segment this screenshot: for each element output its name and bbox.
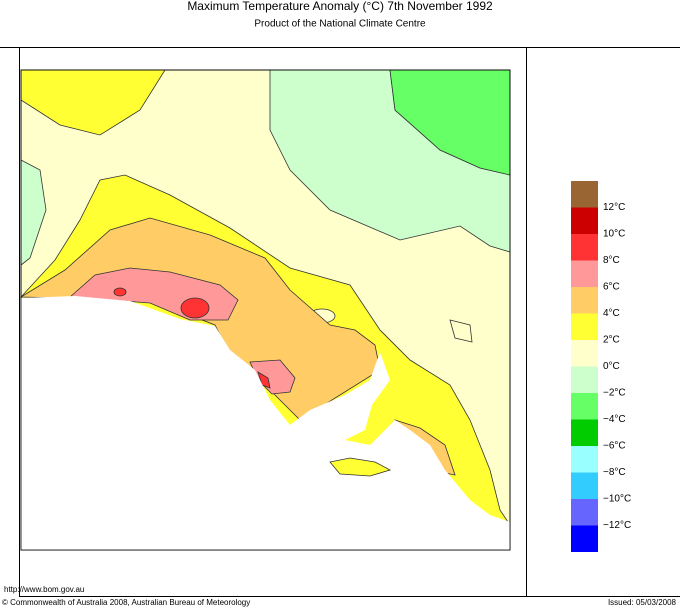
legend-swatch: [571, 446, 598, 473]
legend-label: −10°C: [603, 494, 631, 505]
legend-swatch: [571, 340, 598, 367]
legend-swatch: [571, 313, 598, 340]
legend-label: 12°C: [603, 202, 625, 213]
legend-swatch: [571, 181, 598, 208]
legend-swatch: [571, 393, 598, 420]
legend-swatch: [571, 499, 598, 526]
subtitle: Product of the National Climate Centre: [254, 19, 426, 30]
url: http://www.bom.gov.au: [4, 585, 84, 594]
issued: Issued: 05/03/2008: [608, 598, 677, 607]
title: Maximum Temperature Anomaly (°C) 7th Nov…: [187, 0, 493, 13]
legend-label: −8°C: [603, 467, 626, 478]
frame: [0, 47, 680, 597]
legend-swatch: [571, 207, 598, 234]
legend: 12°C 10°C 8°C 6°C 4°C 2°C 0°C −2°C −4°C −6°C −8°C −…: [571, 181, 631, 552]
map: [19, 69, 511, 551]
legend-label: 2°C: [603, 335, 620, 346]
legend-swatch: [571, 234, 598, 261]
legend-label: −6°C: [603, 441, 626, 452]
legend-label: 6°C: [603, 282, 620, 293]
legend-label: 4°C: [603, 308, 620, 319]
legend-label: 0°C: [603, 361, 620, 372]
legend-swatch: [571, 419, 598, 446]
legend-label: −12°C: [603, 520, 631, 531]
legend-label: 10°C: [603, 229, 625, 240]
legend-swatch: [571, 366, 598, 393]
legend-label: −2°C: [603, 388, 626, 399]
copyright: © Commonwealth of Australia 2008, Austra…: [2, 598, 250, 607]
legend-swatch: [571, 525, 598, 552]
legend-label: 8°C: [603, 255, 620, 266]
legend-swatch: [571, 260, 598, 287]
legend-swatch: [571, 472, 598, 499]
legend-swatch: [571, 287, 598, 314]
legend-label: −4°C: [603, 414, 626, 425]
